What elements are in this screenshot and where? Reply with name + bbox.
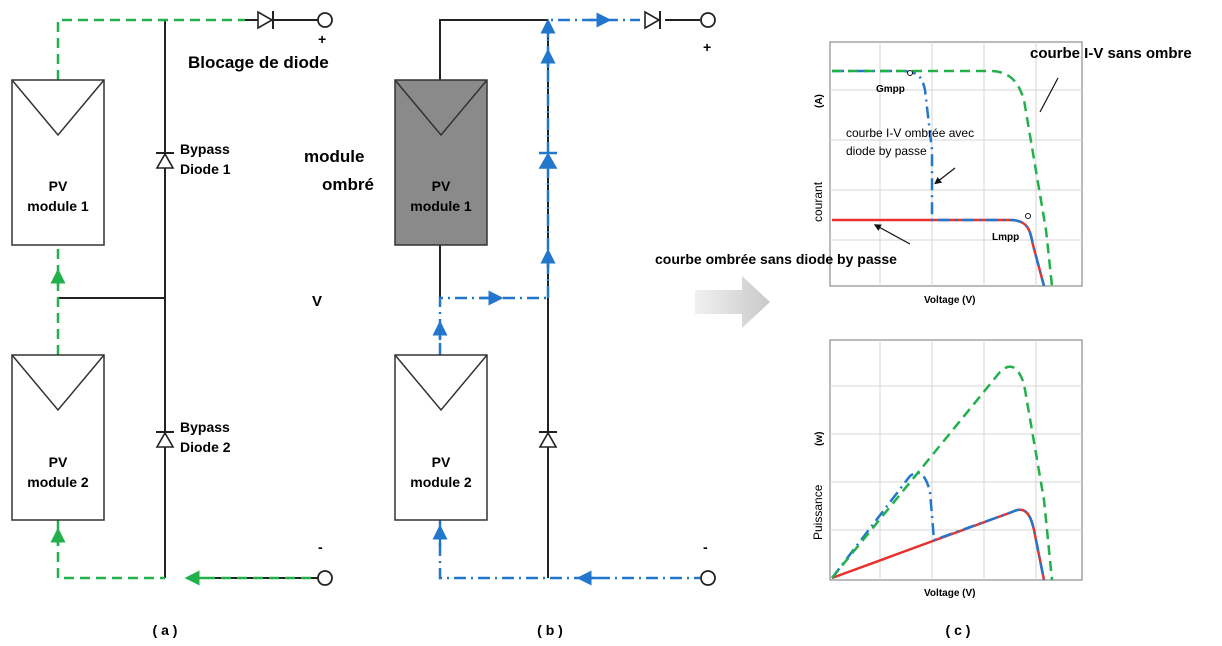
blocking-diode-label: Blocage de diode <box>188 53 329 72</box>
module-1-label-a-l2: module 1 <box>27 198 89 214</box>
pv-plot-frame <box>829 339 1083 581</box>
pv-curve-shaded-bypass <box>831 471 1046 581</box>
terminal-plus-a <box>317 12 333 28</box>
module-2-label-b-l1: PV <box>432 454 451 470</box>
module-1-label-b-l2: module 1 <box>410 198 472 214</box>
transition-arrow <box>695 276 770 328</box>
bypass-label-2-line2: Diode 2 <box>180 439 231 455</box>
bypass-label-2-line1: Bypass <box>180 419 230 435</box>
terminal-minus-b <box>700 570 716 586</box>
annotation-unshaded: courbe I-V sans ombre <box>1030 45 1192 62</box>
module-1-label-b-l1: PV <box>432 178 451 194</box>
iv-chart: Gmpp Lmpp Voltage (V) courant (A) courbe… <box>655 41 1192 306</box>
module-2-label-a-l2: module 2 <box>27 474 89 490</box>
pointer-bypass <box>934 167 956 185</box>
pv-module-2-b: PV module 2 <box>394 354 488 521</box>
caption-c: ( c ) <box>946 622 971 638</box>
pv-xlabel: Voltage (V) <box>924 588 975 599</box>
iv-ylabel: courant <box>811 181 825 222</box>
pv-module-1-b-shaded: PV module 1 <box>394 79 488 246</box>
pointer-unshaded <box>1039 77 1059 113</box>
current-path-mid-b <box>438 296 548 355</box>
annotation-bypass-l1: courbe I-V ombrée avec <box>846 126 974 140</box>
current-path-bottom-b <box>438 520 700 580</box>
gmpp-marker <box>907 70 913 76</box>
current-path-bottom-a <box>56 520 165 580</box>
bypass-diode-1-b-active <box>538 151 558 169</box>
current-path-top-a <box>56 18 245 80</box>
iv-curve-unshaded <box>832 69 1054 287</box>
pv-chart: Voltage (V) Puissance (w) <box>811 339 1083 599</box>
iv-plot-frame <box>829 41 1083 287</box>
bypass-label-1-line2: Diode 1 <box>180 161 231 177</box>
blocking-diode-a <box>257 10 274 30</box>
current-path-bypass-b <box>546 18 640 298</box>
bypass-label-1-line1: Bypass <box>180 141 230 157</box>
lmpp-marker <box>1025 213 1031 219</box>
pv-yunit: (w) <box>814 432 825 446</box>
annotation-bypass-l2: diode by passe <box>846 144 927 158</box>
caption-a: ( a ) <box>153 622 178 638</box>
minus-label-a: - <box>318 539 323 555</box>
pv-module-2-a: PV module 2 <box>11 354 105 521</box>
module-2-label-a-l1: PV <box>49 454 68 470</box>
terminal-plus-b <box>700 12 716 28</box>
lmpp-label: Lmpp <box>992 232 1019 243</box>
top-wire-b <box>439 19 548 80</box>
bypass-diode-1-a <box>155 152 175 169</box>
minus-label-b: - <box>703 539 708 555</box>
shaded-module-label-l2: ombré <box>322 175 374 194</box>
iv-xlabel: Voltage (V) <box>924 295 975 306</box>
gmpp-label: Gmpp <box>876 84 905 95</box>
module-1-label-a-l1: PV <box>49 178 68 194</box>
pv-ylabel: Puissance <box>811 484 825 540</box>
annotation-no-bypass: courbe ombrée sans diode by passe <box>655 251 897 267</box>
pv-module-1-a: PV module 1 <box>11 79 105 246</box>
panel-b: + - PV module 1 PV module 2 ( b ) <box>394 10 716 638</box>
bypass-diode-2-a <box>155 431 175 448</box>
iv-grid <box>830 42 1082 286</box>
voltage-label: V <box>312 293 322 310</box>
blocking-diode-b <box>644 10 661 30</box>
panel-a: + - Bypass Diode 1 Bypass Diode 2 PV mod… <box>11 10 333 638</box>
caption-b: ( b ) <box>537 622 563 638</box>
plus-label-b: + <box>703 39 711 55</box>
iv-yunit: (A) <box>814 94 825 108</box>
plus-label-a: + <box>318 31 326 47</box>
module-2-label-b-l2: module 2 <box>410 474 472 490</box>
pv-grid <box>830 340 1082 580</box>
bypass-diode-2-b <box>538 431 558 448</box>
shaded-module-label-l1: module <box>304 147 364 166</box>
terminal-minus-a <box>317 570 333 586</box>
pointer-no-bypass <box>873 224 911 245</box>
